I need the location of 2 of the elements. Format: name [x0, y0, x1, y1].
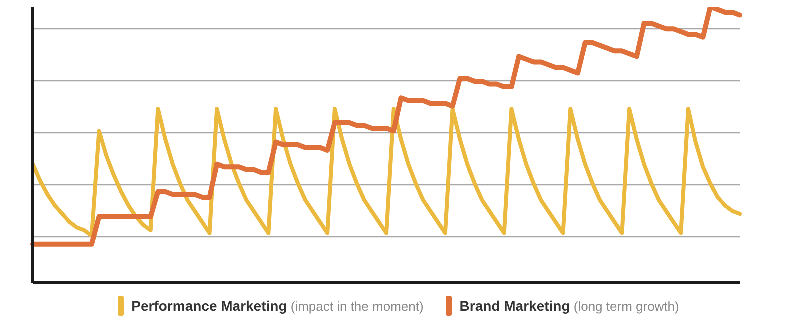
legend-label: Performance Marketing (impact in the moment)	[132, 298, 424, 314]
legend-label: Brand Marketing (long term growth)	[460, 298, 680, 314]
